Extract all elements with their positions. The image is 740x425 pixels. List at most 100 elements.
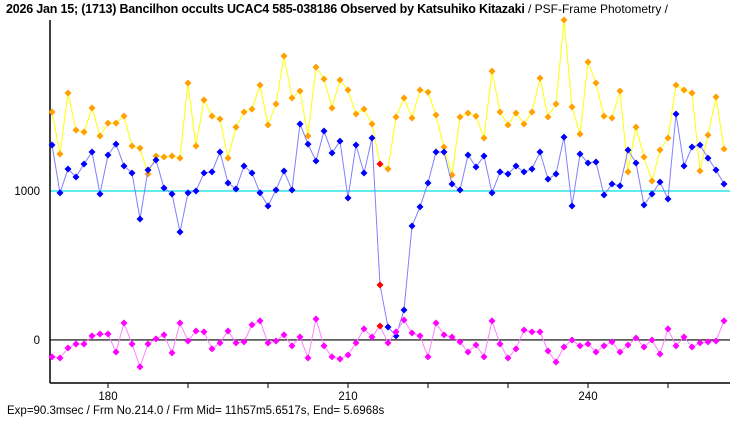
data-point-difference [120, 319, 128, 327]
data-point-target [176, 228, 184, 236]
data-point-target [632, 159, 640, 167]
data-point-comparison [160, 153, 168, 161]
y-tick-label: 0 [34, 335, 40, 347]
data-point-difference [600, 342, 608, 350]
data-point-difference [464, 348, 472, 356]
data-point-target [480, 152, 488, 160]
data-point-difference [248, 321, 256, 329]
data-point-target [208, 168, 216, 176]
data-point-comparison [584, 58, 592, 66]
data-point-comparison [312, 63, 320, 71]
data-point-comparison [176, 154, 184, 162]
data-point-comparison [472, 112, 480, 120]
data-point-difference [712, 337, 720, 345]
data-point-target [672, 110, 680, 118]
data-point-target [120, 162, 128, 170]
data-point-comparison [136, 144, 144, 152]
data-point-comparison [272, 100, 280, 108]
data-point-target [96, 190, 104, 198]
data-point-comparison [568, 103, 576, 111]
data-point-difference [80, 340, 88, 348]
data-point-target [640, 201, 648, 209]
data-point-target [720, 180, 728, 188]
x-tick-label: 240 [578, 391, 597, 403]
data-point-target [624, 146, 632, 154]
data-point-difference [152, 335, 160, 343]
data-point-target [528, 165, 536, 173]
data-point-difference [616, 348, 624, 356]
data-point-difference [576, 342, 584, 350]
data-point-difference [232, 339, 240, 347]
data-point-difference [48, 353, 56, 361]
data-point-difference [56, 354, 64, 362]
data-point-comparison [48, 108, 56, 116]
data-point-difference [384, 339, 392, 347]
data-point-difference [440, 331, 448, 339]
data-point-difference [560, 343, 568, 351]
data-point-target [56, 189, 64, 197]
data-point-difference [264, 339, 272, 347]
subtitle-text: / PSF-Frame Photometry / [524, 2, 669, 16]
data-point-comparison [80, 128, 88, 136]
data-point-difference [720, 317, 728, 325]
data-point-target [256, 189, 264, 197]
data-point-difference [296, 333, 304, 341]
data-point-difference [472, 341, 480, 349]
series-line-target [51, 113, 725, 337]
data-point-difference [352, 339, 360, 347]
data-point-comparison [352, 110, 360, 118]
data-point-difference [104, 330, 112, 338]
data-point-comparison [392, 113, 400, 121]
data-point-difference [288, 342, 296, 350]
data-point-target [128, 169, 136, 177]
data-point-comparison [248, 105, 256, 113]
data-point-target [272, 186, 280, 194]
data-point-target [416, 203, 424, 211]
data-point-difference [456, 338, 464, 346]
data-point-comparison [288, 94, 296, 102]
data-point-target [504, 170, 512, 178]
data-point-target [560, 133, 568, 141]
data-point-comparison [56, 150, 64, 158]
data-point-target [144, 166, 152, 174]
data-point-difference [592, 348, 600, 356]
data-point-difference [360, 325, 368, 333]
data-point-comparison [528, 108, 536, 116]
data-point-target [304, 140, 312, 148]
data-point-comparison [576, 130, 584, 138]
data-point-comparison [208, 112, 216, 120]
data-point-comparison [88, 104, 96, 112]
data-point-difference [168, 349, 176, 357]
data-point-difference [672, 342, 680, 350]
data-point-target [712, 166, 720, 174]
data-point-target [600, 191, 608, 199]
data-point-difference [128, 340, 136, 348]
data-point-target [456, 186, 464, 194]
data-point-comparison [600, 112, 608, 120]
data-point-comparison [672, 81, 680, 89]
data-point-difference [280, 331, 288, 339]
data-point-comparison [320, 75, 328, 83]
data-point-comparison [432, 111, 440, 119]
data-point-target [464, 151, 472, 159]
data-point-difference [432, 319, 440, 327]
data-point-comparison [152, 152, 160, 160]
data-point-difference [160, 331, 168, 339]
data-point-comparison [632, 123, 640, 131]
data-point-difference [368, 333, 376, 341]
data-point-comparison [704, 131, 712, 139]
data-point-target [112, 140, 120, 148]
data-point-target [264, 202, 272, 210]
data-point-difference [512, 345, 520, 353]
data-point-comparison [696, 167, 704, 175]
data-point-difference [424, 353, 432, 361]
data-point-target [448, 180, 456, 188]
data-point-target [312, 157, 320, 165]
data-point-difference [648, 336, 656, 344]
data-point-difference [192, 327, 200, 335]
data-point-target [360, 169, 368, 177]
data-point-target [680, 162, 688, 170]
data-point-difference [416, 332, 424, 340]
data-point-comparison [368, 120, 376, 128]
data-point-target [440, 148, 448, 156]
